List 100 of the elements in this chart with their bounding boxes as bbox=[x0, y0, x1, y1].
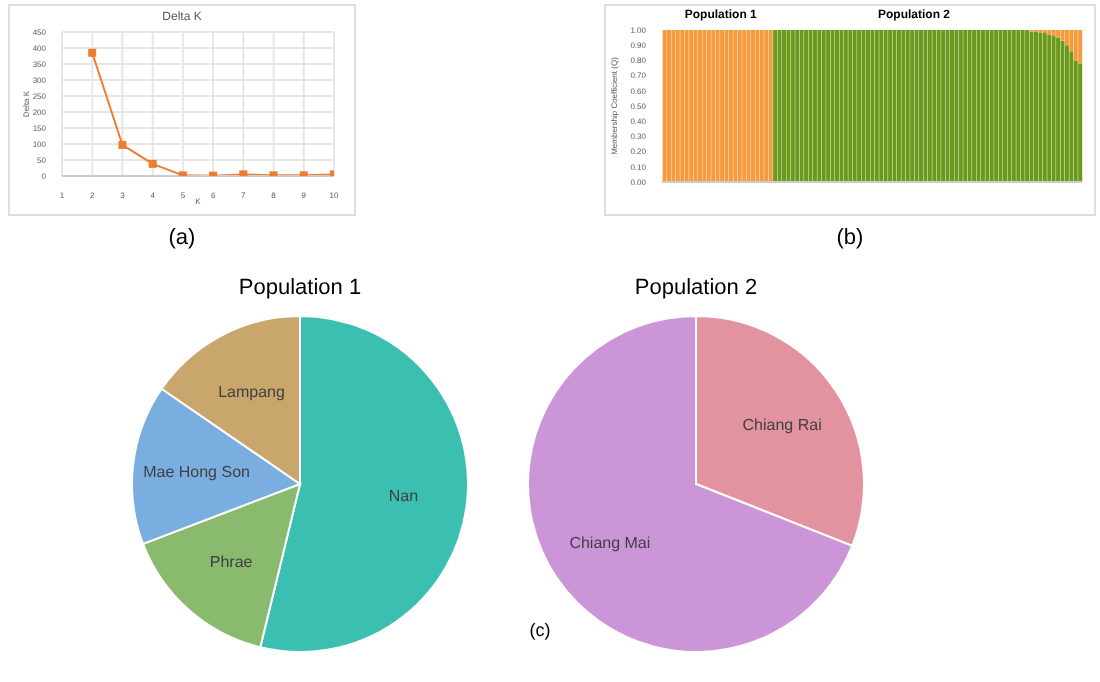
bar bbox=[830, 30, 835, 182]
bar bbox=[764, 30, 769, 182]
bar bbox=[914, 30, 919, 182]
bar bbox=[923, 30, 928, 182]
bar bbox=[963, 30, 968, 182]
bar bbox=[936, 30, 941, 182]
bar bbox=[751, 30, 756, 182]
point bbox=[239, 170, 248, 176]
bar bbox=[1056, 37, 1061, 182]
bar bbox=[671, 30, 676, 182]
bar bbox=[994, 30, 999, 182]
bar bbox=[826, 30, 831, 182]
bar bbox=[1060, 40, 1065, 182]
bar bbox=[1051, 36, 1056, 182]
point bbox=[88, 48, 97, 57]
bar bbox=[919, 30, 924, 182]
bar bbox=[1060, 30, 1065, 41]
bar bbox=[715, 30, 720, 182]
bar bbox=[1051, 30, 1056, 37]
bar bbox=[896, 30, 901, 182]
bar bbox=[777, 30, 782, 182]
bar bbox=[706, 30, 711, 182]
bar bbox=[684, 30, 689, 182]
bar bbox=[755, 30, 760, 182]
point bbox=[148, 159, 157, 168]
bar bbox=[1078, 30, 1083, 64]
bar bbox=[1056, 30, 1061, 38]
bar bbox=[1025, 30, 1030, 182]
bar bbox=[817, 30, 822, 182]
bar bbox=[746, 30, 751, 182]
bar bbox=[1047, 34, 1052, 182]
bar bbox=[870, 30, 875, 182]
bar bbox=[1042, 33, 1047, 182]
bar bbox=[804, 30, 809, 182]
text: (c) bbox=[527, 620, 553, 640]
bar bbox=[839, 30, 844, 182]
bar bbox=[693, 30, 698, 182]
bar bbox=[1011, 30, 1016, 182]
bar bbox=[675, 30, 680, 182]
bar bbox=[720, 30, 725, 182]
bar bbox=[967, 30, 972, 182]
bar bbox=[980, 30, 985, 182]
bar bbox=[843, 30, 848, 182]
bar bbox=[865, 30, 870, 182]
bar bbox=[781, 30, 786, 182]
slice-label: Nan bbox=[388, 487, 419, 506]
bar bbox=[1078, 63, 1083, 182]
bar bbox=[808, 30, 813, 182]
bar bbox=[799, 30, 804, 182]
bar bbox=[861, 30, 866, 182]
bar bbox=[848, 30, 853, 182]
bar bbox=[1064, 30, 1069, 46]
bar bbox=[759, 30, 764, 182]
bar bbox=[954, 30, 959, 182]
bar bbox=[1020, 30, 1025, 182]
bar bbox=[857, 30, 862, 182]
slice-label: Lampang bbox=[218, 382, 285, 401]
bar bbox=[989, 30, 994, 182]
bar bbox=[1064, 45, 1069, 182]
bar bbox=[910, 30, 915, 182]
bar bbox=[1033, 31, 1038, 182]
bar bbox=[883, 30, 888, 182]
bar bbox=[941, 30, 946, 182]
bar bbox=[680, 30, 685, 182]
slice-label: Chiang Rai bbox=[742, 416, 823, 435]
point bbox=[118, 140, 127, 149]
bar bbox=[958, 30, 963, 182]
bar bbox=[702, 30, 707, 182]
bar bbox=[1038, 33, 1043, 182]
bar bbox=[689, 30, 694, 182]
bar bbox=[1003, 30, 1008, 182]
bar bbox=[1007, 30, 1012, 182]
bar bbox=[1069, 51, 1074, 182]
text: (b) bbox=[834, 226, 866, 250]
bar bbox=[812, 30, 817, 182]
bar bbox=[1073, 30, 1078, 61]
bar bbox=[711, 30, 716, 182]
bar bbox=[949, 30, 954, 182]
bar bbox=[852, 30, 857, 182]
bar bbox=[892, 30, 897, 182]
bar bbox=[662, 30, 667, 182]
bar bbox=[976, 30, 981, 182]
bar bbox=[795, 30, 800, 182]
bar bbox=[768, 30, 773, 182]
bar bbox=[1016, 30, 1021, 182]
bar bbox=[1069, 30, 1074, 52]
chart-title: Population 2 bbox=[632, 276, 760, 304]
bar bbox=[786, 30, 791, 182]
slice-label: Mae Hong Son bbox=[143, 462, 250, 481]
bar bbox=[905, 30, 910, 182]
bar bbox=[1029, 31, 1034, 182]
bar bbox=[742, 30, 747, 182]
bar bbox=[932, 30, 937, 182]
bar bbox=[697, 30, 702, 182]
bar bbox=[667, 30, 672, 182]
slice-label: Chiang Mai bbox=[569, 533, 651, 552]
bar bbox=[821, 30, 826, 182]
bar bbox=[737, 30, 742, 182]
bar bbox=[972, 30, 977, 182]
bar bbox=[724, 30, 729, 182]
